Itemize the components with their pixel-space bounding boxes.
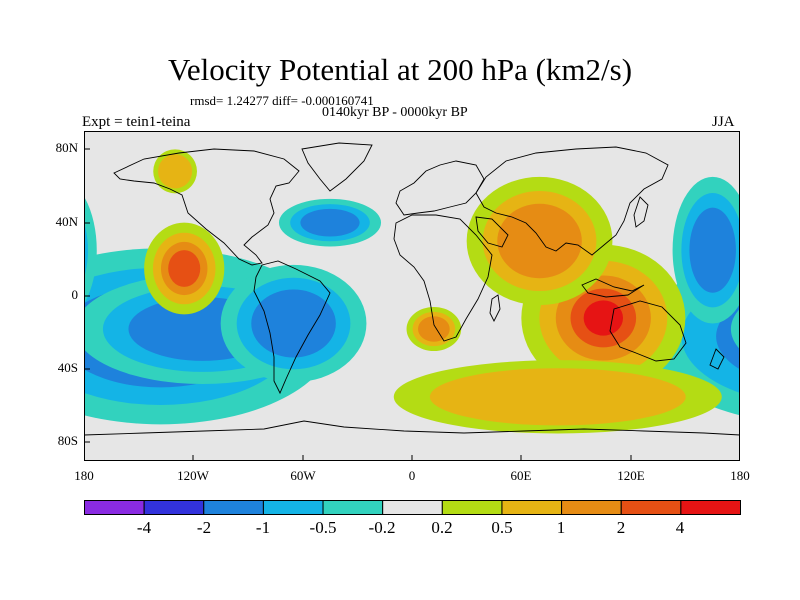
map-plot [84, 131, 740, 461]
lon-label-60e: 60E [510, 468, 532, 483]
coast-greenland [301, 142, 373, 192]
colorbar-swatch-6 [441, 500, 503, 515]
colorbar-swatch-2 [203, 500, 264, 515]
lat-label-40s: 40S [57, 360, 78, 375]
southern-ocean-high-band-1 [429, 368, 686, 426]
colorbar-label: 1 [556, 518, 566, 537]
colorbar-label: 0.5 [491, 518, 513, 537]
lat-label-80n: 80N [55, 140, 78, 155]
indo-pacific-high-band-4 [583, 300, 624, 336]
tropical-pacific-low-band-0 [730, 308, 740, 350]
colorbar-swatch-7 [501, 500, 563, 515]
north-atlantic-low-band-2 [300, 208, 360, 237]
colorbar-label: -4 [136, 518, 152, 537]
coast-africa [393, 214, 493, 342]
lat-label-80s: 80S [57, 433, 78, 448]
west-pacific-low-band-2 [689, 207, 736, 293]
lon-label-180w: 180 [74, 468, 94, 483]
coast-indonesia [581, 278, 645, 298]
colorbar-swatch-4 [322, 500, 384, 515]
coast-europe [395, 160, 485, 216]
colorbar-label: -0.5 [309, 518, 337, 537]
colorbar-label: -0.2 [368, 518, 396, 537]
colorbar-label: -2 [196, 518, 212, 537]
ticks [84, 148, 632, 461]
coast-asia [475, 146, 669, 256]
colorbar-swatch-3 [262, 500, 324, 515]
lat-label-40n: 40N [55, 214, 78, 229]
coastlines [84, 142, 740, 436]
coast-antarctica [84, 420, 740, 436]
velocity-potential-field [84, 149, 740, 434]
lon-label-60w: 60W [290, 468, 316, 483]
lon-label-0: 0 [408, 468, 416, 483]
colorbar-swatch-5 [382, 500, 443, 515]
colorbar-label: 0.2 [431, 518, 453, 537]
lon-label-120e: 120E [617, 468, 645, 483]
coast-north-america [113, 148, 300, 266]
south-america-low-band-2 [251, 289, 336, 358]
map-title: Velocity Potential at 200 hPa (km2/s) [167, 52, 633, 87]
colorbar [84, 500, 741, 515]
colorbar-label: 4 [675, 518, 685, 537]
coast-japan [633, 196, 649, 228]
east-pacific-high-band-3 [168, 250, 201, 287]
colorbar-swatch-8 [561, 500, 622, 515]
colorbar-swatch-9 [620, 500, 682, 515]
colorbar-swatch-0 [84, 500, 145, 515]
coast-australia [609, 300, 687, 362]
alaska-high-band-1 [158, 154, 193, 189]
lat-label-0: 0 [71, 287, 79, 302]
period-label: 0140kyr BP - 0000kyr BP [322, 105, 468, 120]
colorbar-swatch-10 [680, 500, 741, 515]
coast-madagascar [489, 294, 501, 323]
season-label: JJA [712, 114, 735, 130]
coast-arabia [475, 216, 509, 248]
africa-high-band-2 [418, 316, 450, 342]
rmsd-diff-stats: rmsd= 1.24277 diff= -0.000160741 [190, 93, 374, 108]
colorbar-swatch-1 [143, 500, 205, 515]
lon-label-180e: 180 [730, 468, 750, 483]
coast-south-america [253, 260, 331, 395]
asia-high-band-2 [497, 203, 582, 279]
colorbar-label: -1 [255, 518, 271, 537]
colorbar-label: 2 [616, 518, 626, 537]
experiment-label: Expt = tein1-teina [82, 114, 191, 130]
coast-new-zealand [709, 348, 725, 370]
lon-label-120w: 120W [177, 468, 209, 483]
